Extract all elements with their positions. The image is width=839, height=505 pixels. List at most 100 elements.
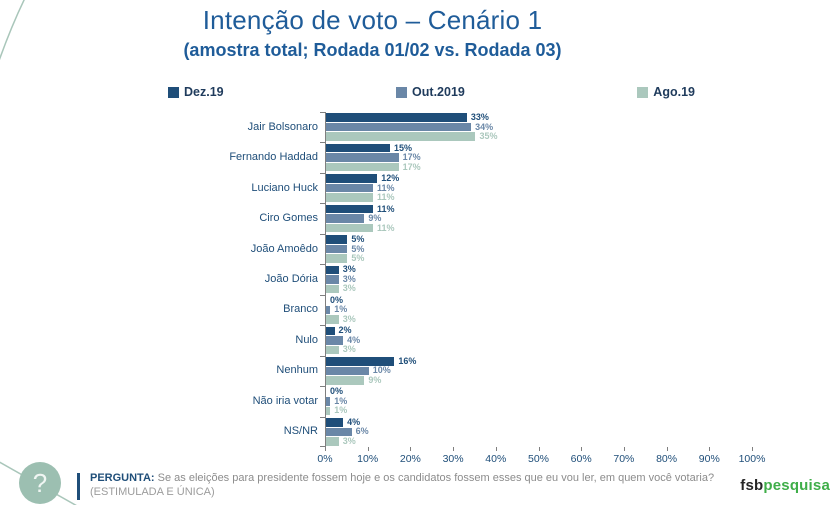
bar-row: 10%	[326, 365, 753, 376]
x-axis-tick	[709, 447, 711, 451]
bar-value-label: 11%	[376, 182, 395, 193]
bar-value-label: 1%	[334, 304, 348, 315]
bar	[326, 235, 348, 244]
bar-row: 11%	[326, 182, 753, 193]
question-note: (ESTIMULADA E ÚNICA)	[90, 486, 215, 498]
bar-row: 3%	[326, 265, 753, 275]
bar-value-label: 3%	[342, 283, 356, 294]
bar-value-label: 3%	[342, 313, 356, 324]
bar	[326, 345, 339, 355]
bar-row: 17%	[326, 153, 753, 162]
y-axis-tick	[320, 295, 326, 296]
y-axis-tick	[320, 203, 326, 204]
bar-chart-plot: 33% 34% 35% 15% 17% 17% 12% 11% 11% 11% 9% 11% 5% 5% 5…	[320, 112, 753, 447]
question-mark-icon: ?	[32, 467, 48, 498]
bar	[326, 437, 339, 446]
bar-group: 0% 1% 1%	[326, 386, 753, 416]
bar-value-label: 5%	[351, 253, 365, 264]
bar-value-label: 10%	[372, 365, 391, 376]
bar-group: 3% 3% 3%	[326, 264, 753, 294]
category-label: João Dória	[264, 273, 318, 285]
bar-row: 15%	[326, 143, 753, 153]
bar-value-label: 4%	[347, 416, 361, 427]
bar	[326, 174, 378, 183]
bar-group: 16% 10% 9%	[326, 356, 753, 386]
chart-legend: Dez.19 Out.2019 Ago.19	[168, 85, 695, 99]
x-axis-tick	[538, 447, 540, 451]
question-block: PERGUNTA: Se as eleições para presidente…	[90, 471, 730, 499]
y-axis-tick	[320, 386, 326, 387]
bar-row: 11%	[326, 223, 753, 233]
x-axis-tick	[752, 447, 753, 451]
page-subtitle: (amostra total; Rodada 01/02 vs. Rodada …	[183, 40, 562, 60]
bar-group: 11% 9% 11%	[326, 203, 753, 233]
bar-row: 2%	[326, 326, 753, 336]
question-divider-bar	[77, 473, 80, 500]
logo-secondary-text: pesquisa	[763, 477, 830, 494]
y-axis-tick	[320, 446, 326, 447]
bar-row: 3%	[326, 274, 753, 284]
bar-group: 4% 6% 3%	[326, 417, 753, 447]
bar	[326, 397, 331, 406]
y-axis-tick	[320, 173, 326, 174]
bar-value-label: 35%	[479, 131, 498, 142]
bar-value-label: 5%	[351, 243, 365, 254]
bar-group: 5% 5% 5%	[326, 234, 753, 264]
x-axis-tick	[410, 447, 412, 451]
bar-value-label: 33%	[470, 112, 489, 123]
bar-row: 33%	[326, 113, 753, 122]
x-axis-tick	[325, 447, 326, 451]
bar	[326, 427, 352, 436]
bar	[326, 406, 331, 416]
bar-row: 4%	[326, 335, 753, 345]
bar	[326, 254, 348, 263]
question-mark-badge: ?	[19, 462, 61, 504]
bar-value-label: 5%	[351, 234, 365, 245]
bar-row: 3%	[326, 345, 753, 355]
bar	[326, 183, 373, 193]
bar	[326, 223, 373, 233]
x-axis-tick	[453, 447, 455, 451]
bar-row: 1%	[326, 304, 753, 315]
bar-row: 12%	[326, 174, 753, 183]
bar	[326, 366, 369, 376]
legend-swatch-icon	[396, 86, 408, 98]
bar-row: 4%	[326, 416, 753, 427]
legend-item: Out.2019	[396, 85, 465, 99]
bar-row: 3%	[326, 313, 753, 324]
bar	[326, 265, 339, 275]
bar-value-label: 9%	[368, 213, 382, 224]
bar-group: 12% 11% 11%	[326, 173, 753, 203]
bar-row: 11%	[326, 204, 753, 214]
bar-row: 9%	[326, 375, 753, 385]
bar-value-label: 0%	[330, 386, 344, 397]
legend-label: Out.2019	[412, 85, 465, 99]
legend-swatch-icon	[168, 86, 179, 98]
question-label: PERGUNTA:	[90, 472, 155, 484]
x-axis-label: 30%	[442, 453, 464, 465]
category-label: Ciro Gomes	[259, 212, 318, 225]
category-label: Não iria votar	[252, 394, 318, 407]
logo-primary-text: fsb	[740, 477, 764, 494]
legend-label: Ago.19	[653, 85, 695, 99]
bar-row: 34%	[326, 121, 753, 132]
x-axis-tick	[623, 447, 625, 451]
question-line: PERGUNTA: Se as eleições para presidente…	[90, 471, 730, 485]
y-axis-tick	[320, 417, 326, 418]
bar	[326, 357, 395, 366]
fsb-logo: fsbpesquisa	[740, 477, 830, 494]
x-axis-tick	[367, 447, 369, 451]
y-axis-tick	[320, 264, 326, 265]
bar-value-label: 34%	[475, 121, 494, 132]
bar-value-label: 17%	[402, 152, 421, 163]
bar	[326, 153, 399, 162]
bar-value-label: 1%	[334, 405, 348, 416]
bar-row: 17%	[326, 162, 753, 172]
bar-group: 33% 34% 35%	[326, 112, 753, 142]
bar	[326, 162, 399, 172]
bar	[326, 284, 339, 294]
bar	[326, 418, 344, 427]
bar	[326, 204, 373, 214]
y-axis-tick	[320, 325, 326, 326]
